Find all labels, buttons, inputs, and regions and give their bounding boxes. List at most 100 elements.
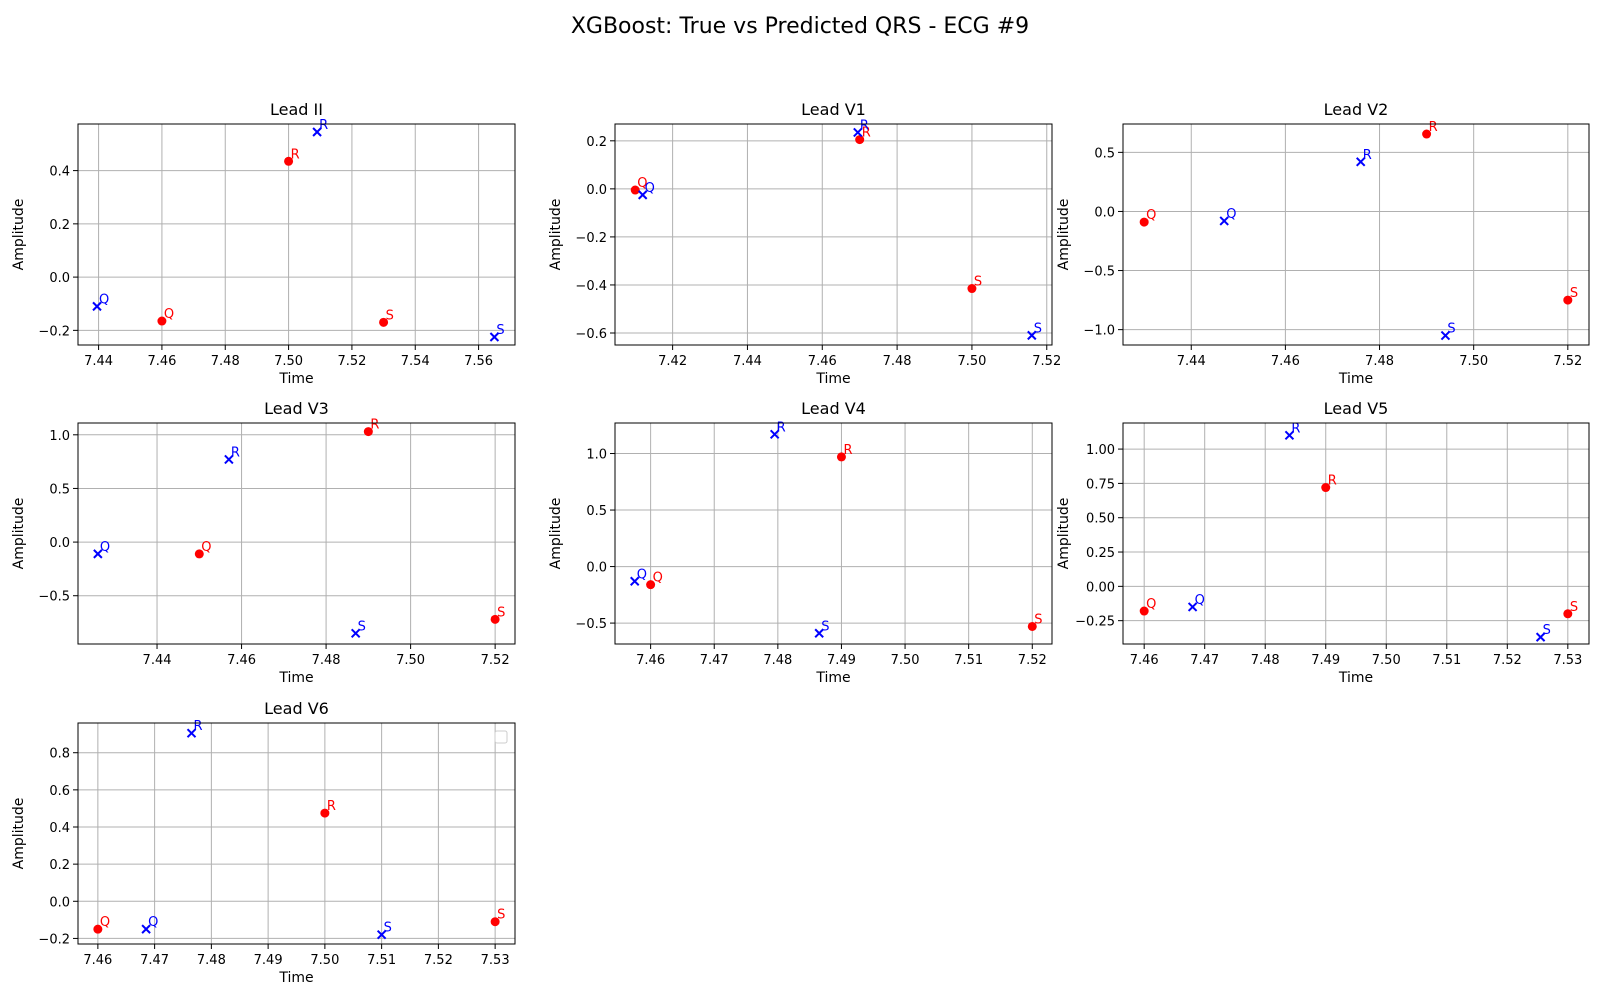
y-tick-label: 0.0 [49, 536, 70, 551]
x-tick-label: 7.46 [1271, 354, 1300, 369]
y-axis-label: Amplitude [1056, 498, 1072, 570]
subplot-title: Lead V3 [264, 399, 329, 418]
x-tick-label: 7.48 [312, 653, 341, 668]
true-point-s [490, 614, 500, 624]
x-tick-label: 7.50 [396, 653, 425, 668]
x-tick-label: 7.53 [1553, 653, 1582, 668]
x-tick-label: 7.48 [211, 354, 240, 369]
point-label: S [974, 275, 982, 290]
x-tick-label: 7.51 [367, 953, 396, 968]
x-tick-label: 7.50 [310, 953, 339, 968]
x-tick-label: 7.52 [1493, 653, 1522, 668]
y-tick-label: 0.0 [586, 183, 607, 198]
subplot-title: Lead V5 [1324, 399, 1389, 418]
subplot-lead-v3: 7.44 7.46 7.48 7.50 7.52 −0.5 0.0 0.5 1.0 Lead V3… [11, 399, 516, 686]
point-label: S [821, 619, 829, 634]
y-tick-label: 1.0 [586, 448, 607, 463]
x-tick-label: 7.48 [1365, 354, 1394, 369]
x-tick-label: 7.52 [424, 953, 453, 968]
x-axis-label: Time [278, 371, 313, 387]
x-axis-label: Time [815, 670, 850, 686]
point-label: S [496, 323, 504, 338]
axes-frame [1122, 123, 1590, 346]
predicted-point-r [769, 429, 780, 440]
x-tick-label: 7.52 [481, 653, 510, 668]
point-label: Q [201, 540, 211, 555]
subplot-lead-ii: 7.44 7.46 7.48 7.50 7.52 7.54 7.56 −0.2 0.0 0.2 0.… [11, 100, 516, 387]
x-tick-label: 7.50 [891, 653, 920, 668]
subplot-title: Lead II [270, 100, 323, 119]
point-label: Q [645, 181, 655, 196]
point-label: S [1034, 321, 1042, 336]
point-label: S [386, 308, 394, 323]
point-label: S [497, 605, 505, 620]
point-label: Q [100, 915, 110, 930]
x-tick-label: 7.47 [140, 953, 169, 968]
predicted-point-r [224, 454, 234, 465]
y-tick-label: −0.25 [1075, 615, 1115, 630]
y-tick-label: 1.0 [49, 429, 70, 444]
x-tick-label: 7.46 [83, 953, 112, 968]
x-tick-label: 7.48 [1251, 653, 1280, 668]
predicted-point-r [1284, 430, 1295, 441]
true-point-s [490, 917, 500, 927]
x-tick-label: 7.49 [254, 953, 283, 968]
x-tick-label: 7.52 [337, 354, 366, 369]
true-point-q [646, 580, 656, 590]
x-axis-label: Time [278, 670, 313, 686]
axes-frame [614, 422, 1053, 645]
axes-frame [1122, 422, 1590, 645]
y-tick-label: 0.00 [1086, 580, 1115, 595]
true-point-r [284, 156, 294, 166]
y-tick-label: 0.0 [586, 561, 607, 576]
predicted-point-r [186, 728, 197, 738]
predicted-point-q [1187, 602, 1198, 612]
y-axis-label: Amplitude [1056, 199, 1072, 271]
subplot-title: Lead V1 [801, 100, 866, 119]
point-label: S [1447, 322, 1455, 337]
subplot-lead-v6: 7.46 7.47 7.48 7.49 7.50 7.51 7.52 7.53 −0.2 0.0 0… [11, 699, 516, 986]
x-tick-label: 7.51 [954, 653, 983, 668]
point-label: R [319, 118, 328, 133]
x-tick-label: 7.48 [197, 953, 226, 968]
point-label: R [327, 799, 336, 814]
x-tick-label: 7.52 [1553, 354, 1582, 369]
true-point-q [630, 185, 640, 195]
x-tick-label: 7.48 [883, 354, 912, 369]
point-label: S [497, 908, 505, 923]
y-axis-label: Amplitude [11, 199, 27, 271]
y-tick-label: −0.4 [575, 279, 607, 294]
x-tick-label: 7.56 [464, 354, 493, 369]
true-point-s [1563, 295, 1573, 305]
y-tick-label: 0.4 [49, 165, 70, 180]
x-tick-label: 7.46 [808, 354, 837, 369]
point-label: S [358, 619, 366, 634]
subplot-title: Lead V6 [264, 699, 329, 718]
y-tick-label: −0.5 [575, 617, 607, 632]
point-label: S [1570, 286, 1578, 301]
x-tick-label: 7.48 [763, 653, 792, 668]
y-tick-label: 0.50 [1086, 512, 1115, 527]
predicted-point-r [1356, 157, 1366, 167]
subplot-lead-v5: 7.46 7.47 7.48 7.49 7.50 7.51 7.52 7.53 −0.25 0.0… [1056, 399, 1590, 686]
point-label: R [1363, 148, 1372, 163]
true-point-q [157, 316, 167, 326]
x-axis-label: Time [1338, 371, 1373, 387]
point-label: R [843, 443, 852, 458]
predicted-point-r [312, 127, 322, 137]
true-point-q [1139, 606, 1149, 616]
x-tick-label: 7.44 [143, 653, 172, 668]
point-label: R [231, 445, 240, 460]
point-label: R [1291, 421, 1300, 436]
y-tick-label: 0.2 [49, 218, 70, 233]
y-tick-label: 0.5 [49, 482, 70, 497]
predicted-point-s [376, 930, 387, 940]
point-label: Q [637, 567, 647, 582]
true-point-r [320, 808, 330, 818]
point-label: R [1328, 474, 1337, 489]
point-label: R [777, 420, 786, 435]
x-tick-label: 7.44 [1177, 354, 1206, 369]
y-tick-label: 0.0 [49, 271, 70, 286]
x-tick-label: 7.52 [1032, 354, 1061, 369]
